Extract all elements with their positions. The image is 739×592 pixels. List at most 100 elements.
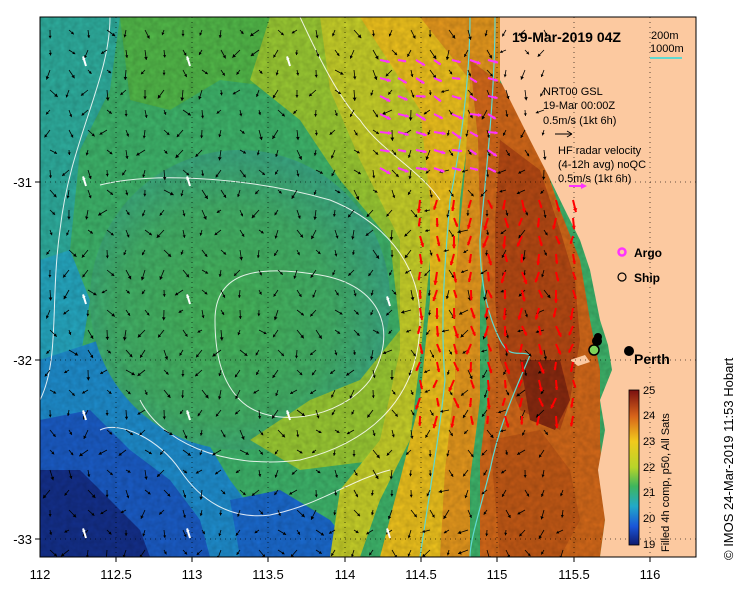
model-velocity-arrow-head: [544, 252, 547, 256]
model-velocity-arrow-head: [196, 552, 200, 555]
model-velocity-arrow-head: [372, 433, 376, 436]
model-velocity-arrow-head: [169, 431, 173, 436]
model-velocity-arrow-head: [526, 153, 530, 157]
model-velocity-arrow-head: [328, 530, 332, 534]
model-velocity-arrow-head: [425, 229, 428, 233]
hf-radar-arrow-head: [569, 240, 573, 244]
white-velocity-arrow-head: [82, 176, 86, 180]
model-velocity-arrow-head: [126, 133, 130, 137]
model-velocity-arrow-head: [100, 511, 104, 515]
model-velocity-arrow-head: [539, 454, 542, 458]
model-velocity-arrow-head: [235, 395, 239, 399]
model-velocity-arrow-head: [408, 117, 413, 121]
model-velocity-arrow-head: [424, 389, 428, 393]
model-velocity-arrow-head: [105, 336, 110, 340]
hf-radar-arrow-head: [572, 260, 576, 265]
hf-radar-arrow-head: [437, 61, 441, 65]
model-velocity-arrow-head: [105, 412, 109, 416]
hf-radar-arrow-head: [570, 404, 574, 408]
model-velocity-arrow-head: [257, 313, 261, 317]
hf-radar-arrow-head: [404, 132, 409, 136]
hf-radar-arrow-head: [552, 314, 557, 318]
hf-radar-arrow-head: [554, 260, 559, 264]
model-velocity-arrow-head: [258, 112, 262, 116]
model-velocity-arrow-head: [349, 55, 353, 59]
model-velocity-arrow-head: [129, 353, 133, 358]
model-velocity-arrow-head: [446, 372, 450, 375]
model-velocity-arrow-head: [184, 74, 187, 78]
model-velocity-arrow-head: [423, 111, 427, 115]
model-velocity-arrow-head: [131, 371, 135, 376]
model-velocity-arrow-head: [64, 492, 68, 496]
model-velocity-arrow-head: [366, 213, 370, 218]
model-velocity-arrow-head: [140, 354, 143, 358]
hf-radar-arrow-head: [473, 97, 477, 101]
hf-radar-arrow-head: [450, 423, 455, 428]
model-velocity-arrow-head: [490, 434, 494, 439]
argo-symbol: [617, 247, 627, 257]
model-velocity-arrow-head: [156, 473, 161, 477]
model-velocity-arrow-head: [385, 73, 389, 77]
model-velocity-arrow-head: [52, 211, 56, 215]
model-velocity-arrow-head: [295, 136, 300, 141]
model-velocity-arrow-head: [237, 513, 241, 517]
model-velocity-arrow-head: [91, 133, 95, 137]
hf-radar-arrow-head: [536, 224, 540, 228]
model-velocity-arrow-head: [199, 432, 203, 436]
model-velocity-arrow-head: [166, 132, 170, 135]
model-velocity-arrow-head: [219, 337, 224, 341]
hf-radar-arrow-head: [494, 60, 499, 64]
hf-radar-arrow-head: [539, 242, 543, 246]
model-velocity-arrow-head: [124, 113, 128, 117]
model-velocity-arrow-head: [351, 411, 355, 415]
hf-radar-arrow-head: [573, 276, 577, 280]
model-velocity-arrow-head: [164, 356, 169, 360]
model-velocity-arrow-head: [199, 452, 203, 456]
model-velocity-arrow-head: [45, 76, 50, 80]
model-velocity-arrow-head: [432, 55, 437, 60]
model-velocity-arrow-head: [544, 32, 548, 36]
model-velocity-arrow-head: [317, 470, 321, 474]
model-velocity-arrow-head: [199, 513, 203, 517]
model-velocity-arrow-head: [64, 529, 68, 533]
hf-radar-arrow-head: [470, 421, 474, 425]
model-velocity-arrow-head: [525, 314, 528, 318]
model-velocity-arrow-head: [167, 253, 172, 257]
model-velocity-arrow-head: [223, 194, 227, 198]
model-velocity-arrow-head: [164, 150, 168, 154]
model-velocity-arrow-head: [538, 535, 543, 539]
model-velocity-arrow-head: [431, 514, 435, 518]
model-velocity-arrow-head: [312, 450, 316, 454]
model-velocity-arrow-head: [111, 272, 115, 276]
model-velocity-arrow-head: [294, 355, 299, 359]
hf-radar-arrow-head: [489, 295, 493, 299]
model-velocity-arrow-head: [80, 92, 85, 96]
model-velocity-arrow-head: [370, 92, 374, 96]
model-velocity-arrow-head: [258, 416, 262, 419]
model-velocity-arrow-head: [259, 272, 262, 276]
model-velocity-arrow-head: [375, 114, 378, 118]
model-velocity-arrow-head: [299, 372, 303, 376]
model-velocity-arrow-head: [350, 113, 353, 117]
hf-radar-arrow-head: [405, 113, 409, 118]
model-velocity-arrow-head: [413, 514, 417, 518]
model-velocity-arrow-head: [372, 175, 376, 179]
model-velocity-arrow-head: [310, 391, 314, 394]
model-velocity-arrow-head: [382, 111, 386, 115]
model-velocity-arrow-head: [199, 496, 203, 500]
hf-radar-arrow-head: [557, 332, 562, 337]
model-velocity-arrow-head: [335, 474, 338, 478]
model-velocity-arrow-head: [70, 134, 74, 138]
hf-radar-arrow-head: [422, 149, 427, 154]
model-velocity-arrow-head: [293, 110, 297, 114]
model-velocity-arrow-head: [187, 452, 191, 456]
model-velocity-arrow-head: [394, 52, 398, 56]
model-velocity-arrow-head: [441, 329, 445, 333]
model-velocity-arrow-head: [105, 255, 109, 259]
model-velocity-arrow-head: [338, 91, 342, 94]
model-velocity-arrow-head: [543, 156, 547, 160]
model-velocity-arrow-head: [309, 93, 313, 97]
model-velocity-arrow-head: [70, 452, 74, 456]
model-velocity-arrow-head: [48, 514, 52, 517]
model-velocity-arrow-head: [281, 433, 286, 438]
